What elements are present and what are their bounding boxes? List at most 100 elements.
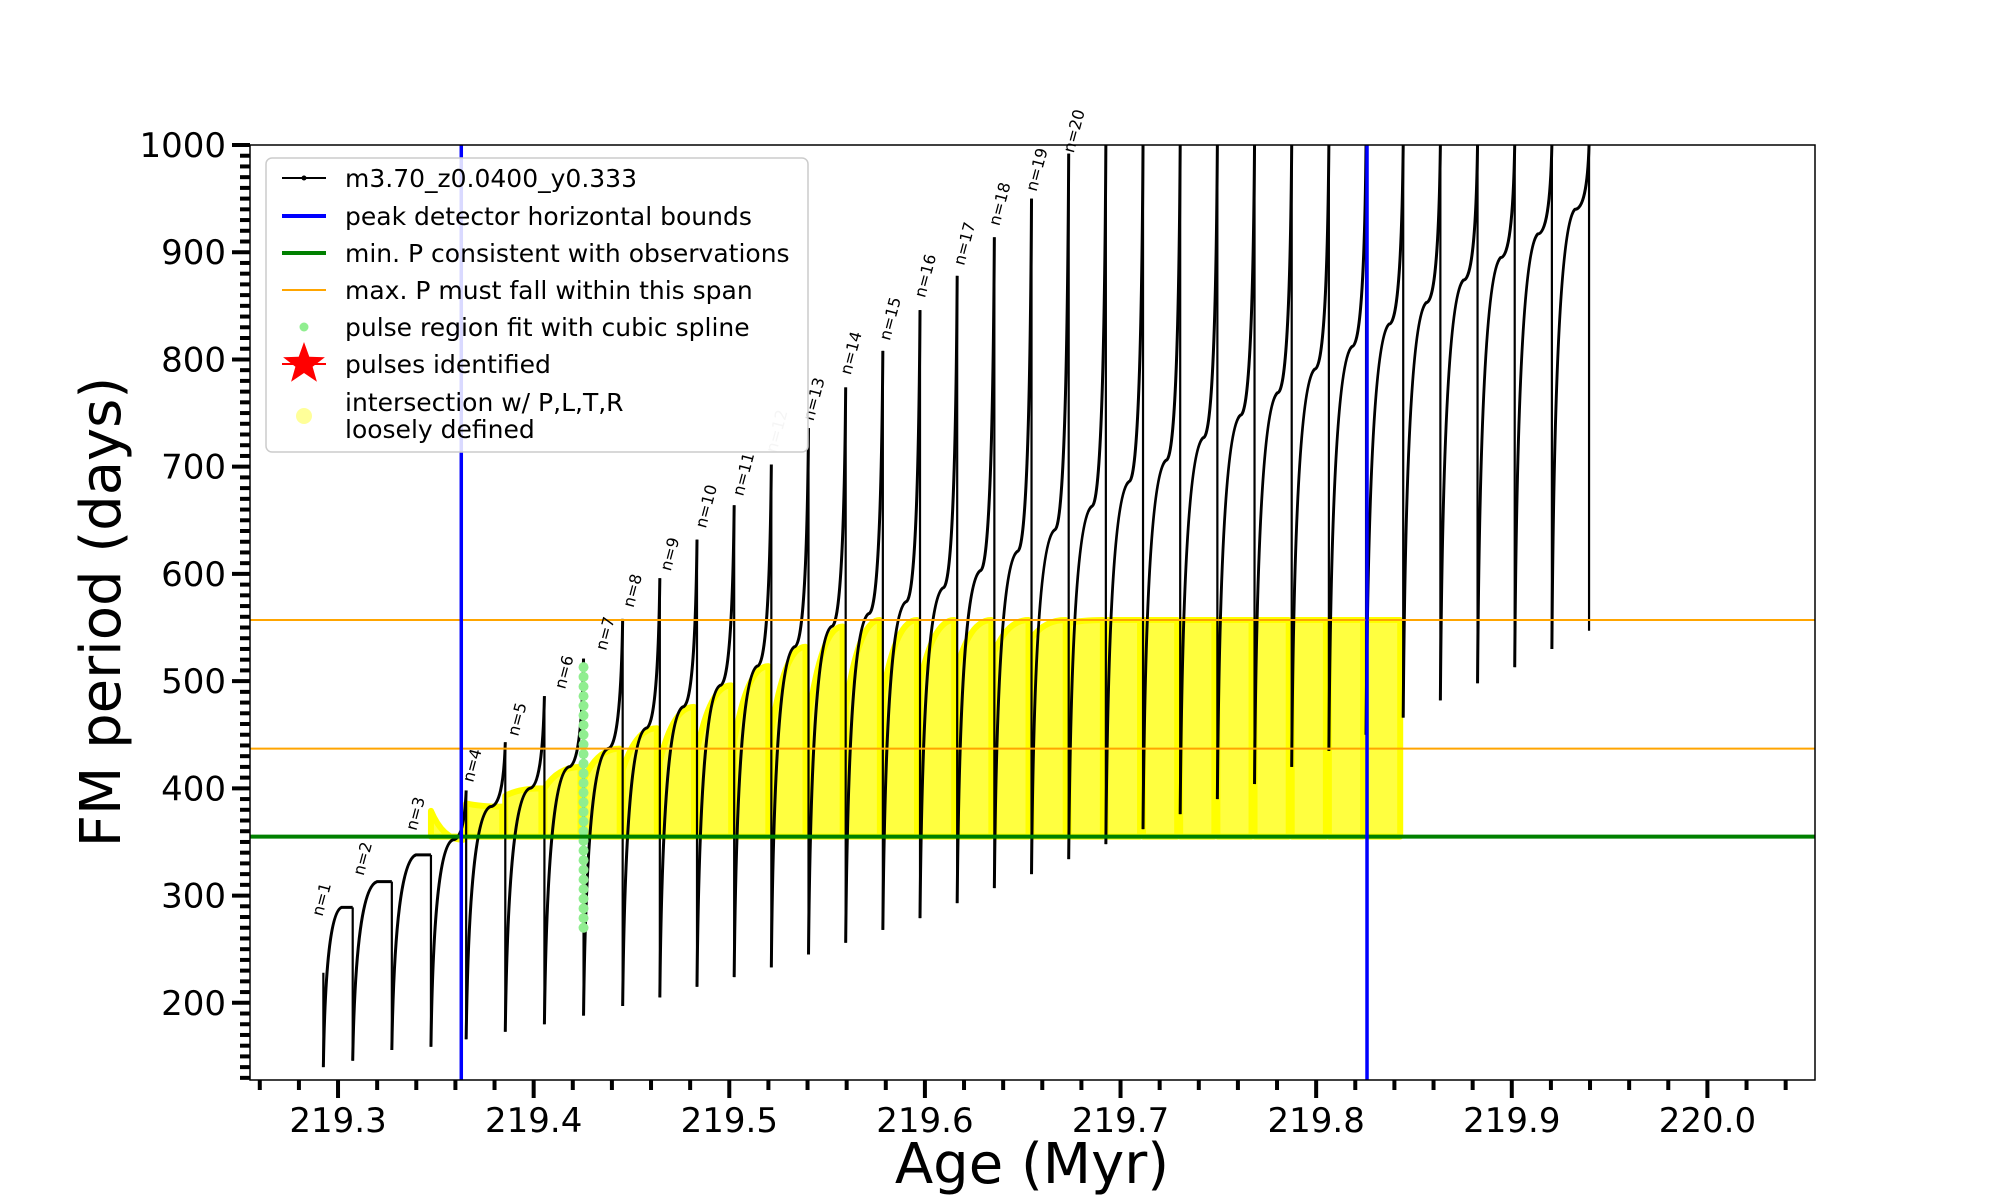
period-growth-curve xyxy=(1030,153,1071,875)
legend-label: peak detector horizontal bounds xyxy=(345,202,752,231)
period-growth-curve xyxy=(955,237,996,904)
spline-fit-point xyxy=(578,893,589,904)
y-tick-label: 700 xyxy=(161,448,226,488)
intersection-region xyxy=(1177,617,1218,840)
period-growth-curve xyxy=(1513,145,1554,668)
x-tick-label: 219.7 xyxy=(1072,1101,1169,1141)
y-axis-label: FM period (days) xyxy=(69,377,134,847)
x-tick-label: 219.9 xyxy=(1463,1101,1560,1141)
spline-fit-point xyxy=(578,729,589,740)
period-growth-curve xyxy=(1215,145,1257,800)
period-growth-curve xyxy=(1401,145,1442,718)
period-growth-curve xyxy=(1067,145,1108,860)
intersection-region xyxy=(1140,617,1181,840)
period-growth-curve xyxy=(1476,145,1517,684)
period-growth-curve xyxy=(1327,145,1368,751)
x-tick-label: 219.8 xyxy=(1267,1101,1364,1141)
spline-fit-point xyxy=(578,903,589,914)
spline-fit-point xyxy=(578,806,589,817)
period-growth-curve xyxy=(658,539,699,998)
intersection-region xyxy=(805,623,846,840)
period-growth-curve xyxy=(695,505,736,987)
legend-label: m3.70_z0.0400_y0.333 xyxy=(345,164,637,193)
period-growth-curve xyxy=(732,464,773,978)
spline-fit-point xyxy=(578,797,589,808)
legend-handle-circle xyxy=(296,408,312,424)
legend-label-line2: loosely defined xyxy=(345,415,535,444)
spline-fit-point xyxy=(578,749,589,760)
spline-fit-point xyxy=(578,662,589,673)
spline-fit-point xyxy=(578,691,589,702)
x-axis: 219.3 219.4 219.5 219.6 219.7 219.8 219.9 220.0 xyxy=(257,1080,1788,1141)
x-tick-label: 219.6 xyxy=(876,1101,973,1141)
intersection-region xyxy=(1325,617,1367,840)
y-tick-label: 600 xyxy=(161,555,226,595)
y-tick-label: 200 xyxy=(161,984,226,1024)
spline-fit-point xyxy=(578,681,589,692)
legend-handle-dot xyxy=(299,322,309,332)
legend-label: pulse region fit with cubic spline xyxy=(345,313,750,342)
spline-fit-point xyxy=(578,710,589,721)
intersection-region xyxy=(1363,617,1404,840)
period-growth-curve xyxy=(503,696,546,1032)
intersection-region xyxy=(463,800,506,840)
spline-fit-point xyxy=(578,874,589,885)
period-growth-curve xyxy=(321,905,353,1068)
period-growth-curve xyxy=(844,350,885,943)
period-growth-curve xyxy=(807,387,848,955)
intersection-region xyxy=(1288,617,1329,840)
x-tick-label: 219.4 xyxy=(485,1101,582,1141)
y-tick-label: 300 xyxy=(161,877,226,917)
period-growth-curve xyxy=(390,853,431,1051)
legend-label: intersection w/ P,L,T,R xyxy=(345,388,624,417)
period-growth-curve xyxy=(351,880,392,1061)
spline-fit-point xyxy=(578,777,589,788)
spline-fit-point xyxy=(578,855,589,866)
spline-fit-point xyxy=(578,720,589,731)
horizontal-lines xyxy=(250,619,1815,839)
spline-fit-point xyxy=(578,826,589,837)
x-tick-label: 219.5 xyxy=(681,1101,778,1141)
period-growth-curve xyxy=(464,742,507,1040)
intersection-region xyxy=(1251,617,1292,840)
period-growth-curve xyxy=(992,198,1034,889)
period-growth-curve xyxy=(1178,145,1219,815)
period-growth-curve xyxy=(1364,145,1405,735)
y-axis: 200 300 400 500 600 700 800 900 1000 xyxy=(139,126,250,1080)
legend-label: pulses identified xyxy=(345,350,551,379)
y-tick-label: 800 xyxy=(161,340,226,380)
y-tick-label: 400 xyxy=(161,769,226,809)
period-growth-curve xyxy=(1253,145,1294,785)
spline-fit-point xyxy=(578,700,589,711)
period-growth-curve xyxy=(621,578,662,1007)
spline-fit-point xyxy=(578,922,589,933)
period-growth-curve xyxy=(881,310,922,930)
y-tick-label: 1000 xyxy=(139,126,226,166)
spline-fit-point xyxy=(578,768,589,779)
legend-label: min. P consistent with observations xyxy=(345,239,790,268)
spline-fit-point xyxy=(578,845,589,856)
period-growth-curve xyxy=(1290,145,1331,767)
x-axis-label: Age (Myr) xyxy=(895,1132,1169,1197)
period-growth-curve xyxy=(1104,145,1145,845)
spline-fit-point xyxy=(578,758,589,769)
spline-fit-point xyxy=(578,671,589,682)
legend-box xyxy=(265,157,809,453)
spline-fit-point xyxy=(578,739,589,750)
intersection-region xyxy=(1214,617,1255,840)
legend-label: max. P must fall within this span xyxy=(345,276,753,305)
spline-fit-point xyxy=(578,864,589,875)
period-growth-curve xyxy=(1550,145,1591,649)
period-growth-curve xyxy=(918,275,959,919)
plot-frame xyxy=(249,144,1816,1081)
intersection-region xyxy=(991,617,1032,840)
period-growth-curve xyxy=(1141,145,1182,830)
plot-area xyxy=(250,145,1815,1080)
y-tick-label: 900 xyxy=(161,233,226,273)
x-tick-label: 219.3 xyxy=(289,1101,386,1141)
legend-star-icon xyxy=(283,342,325,382)
spline-fit-point xyxy=(578,816,589,827)
